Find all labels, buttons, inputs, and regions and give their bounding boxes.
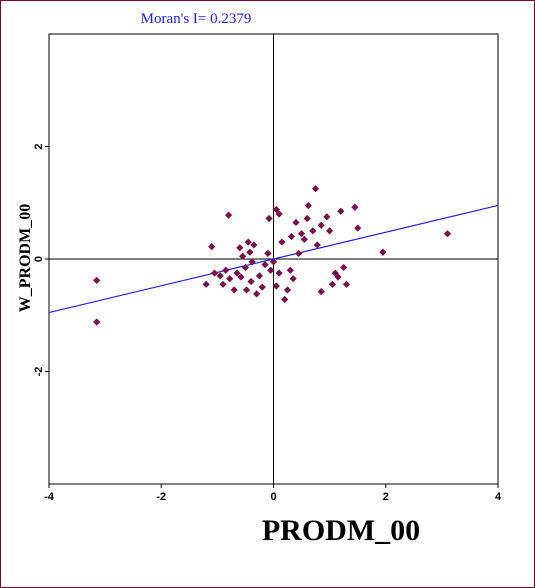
data-point	[242, 286, 251, 294]
data-point	[267, 266, 275, 274]
data-point	[246, 248, 254, 256]
data-point	[323, 213, 331, 221]
data-point	[337, 207, 345, 215]
data-point	[241, 263, 250, 272]
data-point	[317, 221, 325, 229]
data-point	[222, 266, 230, 274]
data-point	[328, 280, 337, 288]
data-point	[287, 232, 296, 241]
data-point	[250, 241, 258, 249]
x-axis-label: PRODM_00	[262, 514, 420, 547]
data-point	[93, 276, 101, 284]
data-point	[202, 280, 210, 288]
data-point	[313, 241, 321, 249]
data-point	[261, 261, 269, 269]
data-point	[208, 243, 216, 251]
data-point	[255, 272, 264, 280]
data-point	[379, 248, 387, 256]
data-point	[247, 277, 255, 286]
data-point	[340, 263, 348, 272]
data-point	[233, 269, 241, 277]
data-point	[278, 238, 286, 246]
x-tick-label: -2	[156, 491, 166, 503]
data-point	[300, 235, 308, 243]
data-point	[303, 214, 311, 223]
data-point	[317, 288, 325, 296]
data-point	[292, 218, 300, 227]
data-point	[237, 273, 245, 281]
data-point	[286, 266, 294, 274]
data-point	[248, 258, 256, 266]
data-point	[210, 269, 219, 277]
data-point	[264, 249, 272, 257]
y-tick-label: 2	[33, 143, 45, 149]
data-point	[219, 280, 227, 288]
data-point	[443, 230, 452, 238]
data-point	[309, 227, 317, 235]
data-point	[334, 273, 342, 281]
data-point	[326, 227, 334, 235]
data-point	[295, 249, 303, 257]
data-point	[239, 252, 247, 260]
data-point	[253, 290, 261, 298]
data-point	[297, 230, 306, 238]
data-point	[244, 238, 252, 246]
data-point	[265, 214, 273, 223]
data-point	[275, 269, 283, 277]
x-tick-label: -4	[44, 491, 55, 503]
data-point	[216, 272, 224, 280]
data-point	[304, 201, 312, 210]
data-point	[258, 283, 266, 291]
data-point	[275, 210, 283, 218]
data-point	[269, 258, 278, 266]
data-point	[226, 275, 234, 283]
chart-title: Moran's I= 0.2379	[141, 11, 252, 27]
data-point	[236, 244, 244, 252]
data-point	[289, 275, 297, 283]
data-point	[272, 205, 280, 214]
data-point	[225, 211, 233, 219]
y-tick-label: -2	[33, 367, 45, 377]
data-point	[281, 295, 289, 304]
data-point	[342, 280, 351, 288]
data-point	[230, 286, 238, 294]
y-tick-label: 0	[33, 256, 45, 262]
y-axis-label: W_PRODM_00	[17, 204, 34, 312]
data-point	[283, 286, 292, 294]
x-tick-label: 2	[383, 491, 389, 503]
data-point	[354, 224, 362, 232]
x-tick-label: 0	[270, 491, 276, 503]
data-point	[311, 185, 320, 193]
data-point	[93, 318, 101, 326]
data-point	[272, 282, 280, 290]
x-tick-label: 4	[495, 491, 502, 503]
data-point	[351, 203, 359, 211]
